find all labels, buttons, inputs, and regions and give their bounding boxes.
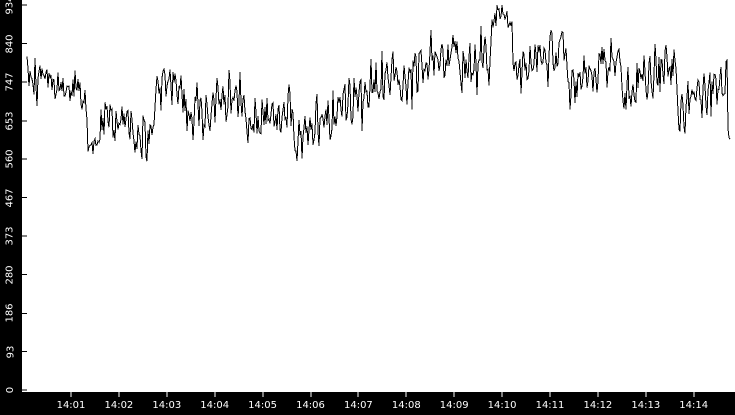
- y-tick-label: 93: [0, 345, 22, 359]
- x-tick-label: 14:02: [104, 400, 134, 411]
- x-tick-label: 14:12: [583, 400, 613, 411]
- axis-corner: [0, 392, 22, 415]
- y-tick-label: 653: [0, 111, 22, 130]
- y-tick-label-text: 840: [5, 34, 16, 54]
- y-tick-label-text: 560: [5, 149, 16, 169]
- y-tick-label: 560: [0, 150, 22, 169]
- x-tick-label: 14:06: [296, 400, 325, 411]
- y-tick-label: 186: [0, 304, 22, 323]
- y-tick-label: 0: [0, 385, 22, 395]
- y-tick-label: 373: [0, 227, 22, 246]
- y-tick-label-text: 934: [5, 0, 16, 15]
- y-tick-label-text: 747: [5, 72, 16, 92]
- x-tick-label: 14:11: [535, 400, 565, 411]
- y-tick-label-text: 373: [5, 226, 16, 246]
- x-tick-label: 14:10: [487, 400, 517, 411]
- y-tick-label-text: 93: [4, 345, 16, 359]
- x-tick-label: 14:04: [200, 400, 230, 411]
- x-tick-label: 14:09: [439, 400, 469, 411]
- x-tick-label: 14:03: [152, 400, 182, 411]
- y-tick-label-text: 467: [5, 187, 16, 208]
- x-tick-label: 14:14: [679, 400, 709, 411]
- y-tick-label-text: 653: [5, 111, 16, 131]
- x-tick-label: 14:07: [343, 400, 373, 411]
- x-axis-band: [0, 392, 735, 415]
- y-tick-label-text: 0: [5, 386, 16, 394]
- x-tick-label: 14:05: [248, 400, 278, 411]
- y-tick-label: 840: [0, 34, 22, 53]
- y-tick-label: 280: [0, 265, 22, 284]
- x-tick-label: 14:01: [56, 400, 86, 411]
- x-tick-label: 14:13: [631, 400, 661, 411]
- y-axis-band: [0, 0, 22, 392]
- y-tick-label: 934: [0, 0, 22, 15]
- y-tick-label: 747: [0, 73, 22, 92]
- y-tick-label-text: 186: [5, 303, 16, 323]
- y-tick-label: 467: [0, 188, 22, 207]
- y-tick-label-text: 280: [5, 265, 16, 285]
- x-tick-label: 14:08: [391, 400, 421, 411]
